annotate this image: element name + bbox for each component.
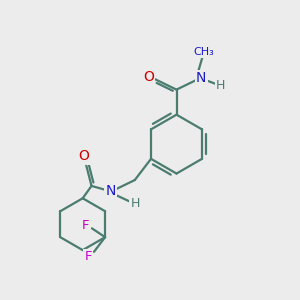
Text: F: F [82,220,90,232]
Text: H: H [216,79,225,92]
Text: F: F [84,250,92,263]
Text: H: H [130,197,140,210]
Text: O: O [143,70,154,84]
Text: N: N [196,71,206,85]
Text: N: N [106,184,116,198]
Text: CH₃: CH₃ [193,47,214,57]
Text: O: O [79,149,90,164]
